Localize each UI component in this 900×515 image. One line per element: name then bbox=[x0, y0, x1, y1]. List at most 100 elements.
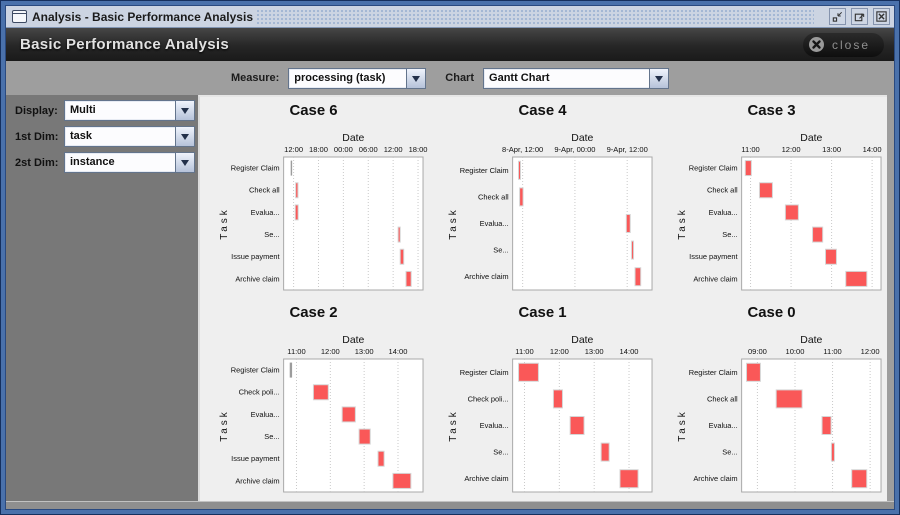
svg-text:Register Claim: Register Claim bbox=[689, 368, 738, 377]
gantt-svg: Case 4 Date 8-Apr, 12:00 9-Apr, 00:00 9-Apr,… bbox=[448, 102, 653, 291]
sidebar: Display: Multi 1st Dim: task 2st Dim: bbox=[6, 95, 198, 501]
svg-text:12:00: 12:00 bbox=[861, 347, 880, 356]
close-button-label: close bbox=[831, 37, 870, 52]
svg-text:Archive claim: Archive claim bbox=[693, 474, 737, 483]
status-bar bbox=[6, 501, 894, 509]
display-field-row: Display: Multi bbox=[15, 100, 195, 121]
gantt-svg: Case 1 Date 11:00 12:00 13:00 14:00 Register C… bbox=[448, 304, 653, 493]
svg-text:Register Claim: Register Claim bbox=[460, 368, 509, 377]
maximize-icon[interactable] bbox=[851, 8, 868, 25]
svg-text:Case 1: Case 1 bbox=[518, 304, 566, 321]
display-select-value: Multi bbox=[70, 104, 96, 116]
first-dim-select[interactable]: task bbox=[64, 126, 195, 147]
svg-text:Evalua...: Evalua... bbox=[480, 421, 509, 430]
svg-text:Task: Task bbox=[677, 207, 688, 240]
svg-text:06:00: 06:00 bbox=[359, 145, 378, 154]
gantt-chart-case-6: Case 6 Date 12:00 18:00 00:00 06:00 12:00 18:00… bbox=[200, 97, 429, 299]
svg-text:Task: Task bbox=[219, 207, 230, 240]
window-title: Analysis - Basic Performance Analysis bbox=[32, 9, 253, 24]
svg-text:13:00: 13:00 bbox=[355, 347, 374, 356]
svg-text:9-Apr, 00:00: 9-Apr, 00:00 bbox=[554, 145, 595, 154]
chevron-down-icon[interactable] bbox=[406, 68, 426, 88]
close-button[interactable]: close bbox=[802, 32, 884, 57]
gantt-chart-case-2: Case 2 Date 11:00 12:00 13:00 14:00 Register C… bbox=[200, 299, 429, 501]
gantt-chart-case-0: Case 0 Date 09:00 10:00 11:00 12:00 Register C… bbox=[658, 299, 887, 501]
chevron-down-icon[interactable] bbox=[175, 127, 194, 146]
svg-text:13:00: 13:00 bbox=[585, 347, 604, 356]
svg-text:Evalua...: Evalua... bbox=[709, 421, 738, 430]
second-dim-select-value: instance bbox=[70, 156, 115, 168]
svg-text:Task: Task bbox=[219, 409, 230, 442]
svg-text:Date: Date bbox=[800, 133, 822, 144]
svg-text:Check poli...: Check poli... bbox=[239, 388, 280, 397]
svg-text:Se...: Se... bbox=[722, 230, 737, 239]
svg-text:Case 2: Case 2 bbox=[289, 304, 337, 321]
svg-text:Evalua...: Evalua... bbox=[251, 208, 280, 217]
svg-text:Archive claim: Archive claim bbox=[464, 474, 508, 483]
svg-text:Evalua...: Evalua... bbox=[251, 410, 280, 419]
second-dim-select[interactable]: instance bbox=[64, 152, 195, 173]
svg-text:Check all: Check all bbox=[707, 186, 738, 195]
toolbar: Measure: processing (task) Chart Gantt C… bbox=[6, 61, 894, 95]
svg-text:Issue payment: Issue payment bbox=[231, 454, 280, 463]
measure-select-value: processing (task) bbox=[294, 71, 386, 84]
svg-text:Task: Task bbox=[448, 409, 459, 442]
svg-text:14:00: 14:00 bbox=[389, 347, 408, 356]
svg-text:11:00: 11:00 bbox=[823, 347, 841, 356]
chart-select[interactable]: Gantt Chart bbox=[483, 67, 670, 89]
gantt-svg: Case 2 Date 11:00 12:00 13:00 14:00 Register C… bbox=[219, 304, 424, 493]
first-dim-label: 1st Dim: bbox=[15, 130, 59, 143]
svg-text:Archive claim: Archive claim bbox=[235, 274, 279, 283]
window-titlebar[interactable]: Analysis - Basic Performance Analysis bbox=[6, 6, 894, 28]
page-header: Basic Performance Analysis close bbox=[6, 28, 894, 61]
chevron-down-icon[interactable] bbox=[649, 68, 669, 88]
svg-text:Archive claim: Archive claim bbox=[693, 274, 737, 283]
svg-text:Issue payment: Issue payment bbox=[231, 252, 280, 261]
svg-text:Check all: Check all bbox=[249, 186, 280, 195]
svg-text:Case 3: Case 3 bbox=[747, 102, 795, 119]
gantt-chart-case-4: Case 4 Date 8-Apr, 12:00 9-Apr, 00:00 9-Apr,… bbox=[429, 97, 658, 299]
svg-text:14:00: 14:00 bbox=[620, 347, 639, 356]
gantt-svg: Case 3 Date 11:00 12:00 13:00 14:00 Register C… bbox=[677, 102, 882, 291]
svg-text:Register Claim: Register Claim bbox=[231, 164, 280, 173]
svg-text:Check all: Check all bbox=[707, 394, 738, 403]
svg-text:Issue payment: Issue payment bbox=[689, 252, 738, 261]
svg-text:12:00: 12:00 bbox=[550, 347, 569, 356]
svg-text:Case 4: Case 4 bbox=[518, 102, 567, 119]
minimize-icon[interactable] bbox=[829, 8, 846, 25]
svg-text:12:00: 12:00 bbox=[284, 145, 303, 154]
svg-text:11:00: 11:00 bbox=[515, 347, 533, 356]
svg-text:Task: Task bbox=[677, 409, 688, 442]
display-select[interactable]: Multi bbox=[64, 100, 195, 121]
svg-text:Register Claim: Register Claim bbox=[460, 166, 509, 175]
svg-text:13:00: 13:00 bbox=[822, 145, 841, 154]
svg-text:Register Claim: Register Claim bbox=[231, 366, 280, 375]
svg-text:Evalua...: Evalua... bbox=[480, 219, 509, 228]
svg-text:8-Apr, 12:00: 8-Apr, 12:00 bbox=[502, 145, 543, 154]
svg-text:Task: Task bbox=[448, 207, 459, 240]
gantt-svg: Case 6 Date 12:00 18:00 00:00 06:00 12:00 18:00… bbox=[219, 102, 428, 291]
svg-text:9-Apr, 12:00: 9-Apr, 12:00 bbox=[607, 145, 648, 154]
svg-text:09:00: 09:00 bbox=[748, 347, 767, 356]
second-dim-label: 2st Dim: bbox=[15, 156, 59, 169]
measure-select[interactable]: processing (task) bbox=[288, 67, 427, 89]
svg-text:11:00: 11:00 bbox=[287, 347, 305, 356]
close-window-icon[interactable] bbox=[873, 8, 890, 25]
first-dim-field-row: 1st Dim: task bbox=[15, 126, 195, 147]
page-title: Basic Performance Analysis bbox=[20, 36, 230, 53]
svg-text:Se...: Se... bbox=[264, 432, 279, 441]
gantt-chart-case-1: Case 1 Date 11:00 12:00 13:00 14:00 Register C… bbox=[429, 299, 658, 501]
svg-text:Case 6: Case 6 bbox=[289, 102, 337, 119]
svg-text:Archive claim: Archive claim bbox=[235, 476, 279, 485]
svg-text:Check poli...: Check poli... bbox=[468, 394, 509, 403]
svg-text:12:00: 12:00 bbox=[321, 347, 340, 356]
first-dim-select-value: task bbox=[70, 130, 93, 142]
chevron-down-icon[interactable] bbox=[175, 101, 194, 120]
svg-text:Date: Date bbox=[800, 335, 822, 346]
svg-text:Date: Date bbox=[571, 133, 593, 144]
svg-text:Register Claim: Register Claim bbox=[689, 164, 738, 173]
svg-text:14:00: 14:00 bbox=[863, 145, 882, 154]
svg-text:11:00: 11:00 bbox=[741, 145, 759, 154]
svg-text:Check all: Check all bbox=[478, 192, 509, 201]
chevron-down-icon[interactable] bbox=[175, 153, 194, 172]
